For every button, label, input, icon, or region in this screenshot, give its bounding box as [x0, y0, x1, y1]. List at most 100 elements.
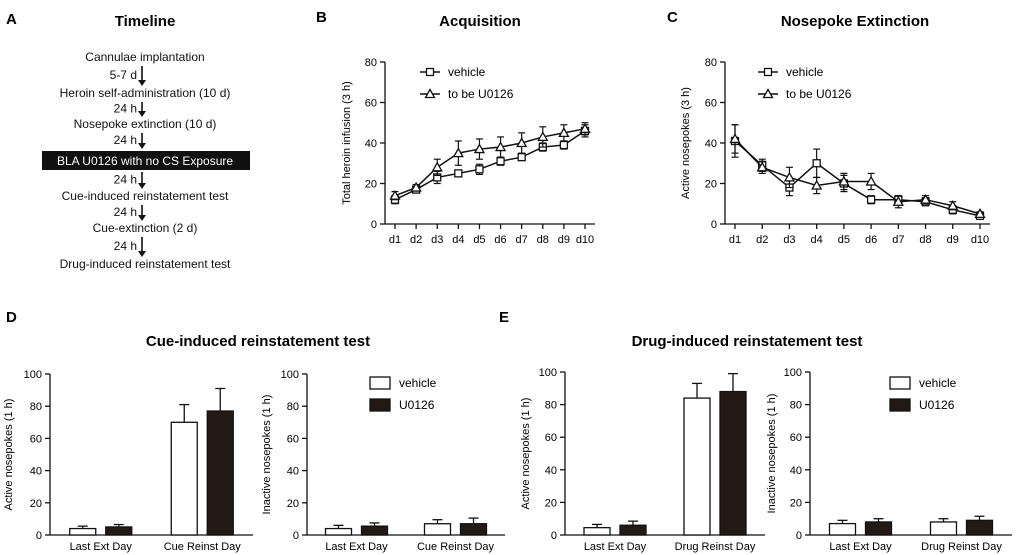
bar-u0126 — [459, 523, 488, 536]
y-tick-label: 20 — [705, 179, 717, 191]
timeline-step: Cue-extinction (2 d) — [93, 221, 198, 235]
x-tick-label: d7 — [516, 234, 528, 246]
y-tick-label: 0 — [711, 219, 717, 231]
data-point — [517, 153, 526, 162]
timeline-highlight-box — [42, 151, 250, 170]
timeline-step-highlight: BLA U0126 with no CS Exposure — [57, 154, 233, 168]
data-point — [892, 195, 904, 206]
y-tick-label: 100 — [784, 367, 802, 379]
y-tick-label: 0 — [293, 530, 299, 542]
y-tick-label: 80 — [705, 57, 717, 69]
bar-vehicle — [324, 527, 353, 536]
bar-vehicle — [170, 421, 198, 536]
nosepoke-extinction-chart: Nosepoke Extinction 0 20 40 60 80 d1 d2 d3 d4 d5 d6… — [680, 13, 990, 246]
x-tick-label: d4 — [811, 234, 823, 246]
y-tick-label: 40 — [287, 466, 299, 478]
bar-vehicle — [828, 522, 857, 536]
data-point — [475, 165, 484, 174]
series-to-be-u0126 — [729, 124, 986, 219]
drug-active-nosepokes-chart: 0 20 40 60 80 100 Active nosepokes (1 h) Last E… — [520, 367, 765, 553]
drug-section-title: Drug-induced reinstatement test — [632, 333, 863, 350]
timeline-arrow-head — [138, 80, 146, 86]
y-tick-label: 0 — [371, 219, 377, 231]
x-tick-label: d8 — [537, 234, 549, 246]
chart-title: Acquisition — [439, 13, 521, 30]
data-point — [454, 169, 463, 178]
data-point — [838, 175, 850, 186]
y-tick-label: 0 — [551, 530, 557, 542]
legend-label: vehicle — [919, 376, 957, 390]
legend-label: U0126 — [399, 398, 435, 412]
legend-label: vehicle — [448, 65, 486, 79]
x-tick-label: Last Ext Day — [325, 541, 388, 553]
y-tick-label: 40 — [705, 138, 717, 150]
x-tick-label: d5 — [473, 234, 485, 246]
cue-active-nosepokes-chart: 0 20 40 60 80 100 Active nosepokes (1 h) Last E… — [3, 369, 253, 553]
cue-section-title: Cue-induced reinstatement test — [146, 333, 370, 350]
timeline-arrow-head — [138, 111, 146, 117]
drug-inactive-nosepokes-chart: 0 20 40 60 80 100 Inactive nosepokes (1 h) Last… — [766, 367, 1012, 553]
legend-label: vehicle — [399, 376, 437, 390]
legend-label: vehicle — [786, 65, 824, 79]
y-tick-label: 40 — [365, 138, 377, 150]
x-tick-label: Cue Reinst Day — [164, 541, 242, 553]
timeline-arrow-head — [138, 183, 146, 189]
x-tick-label: d3 — [783, 234, 795, 246]
y-tick-label: 40 — [790, 465, 802, 477]
panel-label-e: E — [499, 309, 509, 326]
timeline-step: Nosepoke extinction (10 d) — [74, 117, 217, 131]
y-tick-label: 80 — [790, 400, 802, 412]
panel-label-a: A — [6, 11, 17, 28]
legend-marker — [425, 67, 435, 77]
y-tick-label: 20 — [30, 498, 42, 510]
x-tick-label: d9 — [947, 234, 959, 246]
x-tick-label: d7 — [892, 234, 904, 246]
data-point — [729, 133, 741, 144]
bar-vehicle — [69, 527, 97, 536]
x-tick-label: Last Ext Day — [829, 541, 892, 553]
y-axis-label: Inactive nosepokes (1 h) — [261, 395, 273, 515]
y-axis-label: Total heroin infusion (3 h) — [341, 81, 353, 205]
y-tick-label: 60 — [545, 432, 557, 444]
legend-swatch — [889, 376, 911, 390]
cue-inactive-nosepokes-chart: 0 20 40 60 80 100 Inactive nosepokes (1 h) Last… — [261, 369, 505, 553]
series-to-be-u0126 — [389, 122, 591, 201]
y-tick-label: 40 — [30, 466, 42, 478]
y-tick-label: 60 — [30, 433, 42, 445]
bar-u0126 — [965, 519, 994, 536]
series-line — [394, 130, 586, 201]
timeline-interval-label: 24 h — [114, 102, 137, 116]
legend-marker — [762, 88, 774, 99]
y-tick-label: 100 — [24, 369, 42, 381]
y-axis-label: Inactive nosepokes (1 h) — [766, 394, 778, 514]
series-line — [734, 140, 981, 217]
y-tick-label: 100 — [281, 369, 299, 381]
panel-label-b: B — [316, 9, 327, 26]
acquisition-chart: Acquisition 0 20 40 60 80 d1 d2 d3 d4 d5 d6 d7 d8 d9 d1… — [341, 13, 595, 246]
timeline-title: Timeline — [115, 13, 176, 30]
x-tick-label: d1 — [729, 234, 741, 246]
panel-label-d: D — [6, 309, 17, 326]
x-tick-label: Cue Reinst Day — [417, 541, 495, 553]
x-tick-label: Drug Reinst Day — [921, 541, 1002, 553]
timeline-interval-label: 5-7 d — [110, 68, 137, 82]
y-tick-label: 20 — [287, 498, 299, 510]
timeline-interval-label: 24 h — [114, 205, 137, 219]
bar-vehicle — [683, 397, 711, 536]
timeline-step: Cannulae implantation — [85, 50, 204, 64]
data-point — [919, 193, 932, 204]
data-point — [494, 141, 507, 152]
y-axis-label: Active nosepokes (3 h) — [680, 87, 692, 199]
x-tick-label: d4 — [452, 234, 464, 246]
chart-title: Nosepoke Extinction — [781, 13, 929, 30]
y-axis-label: Active nosepokes (1 h) — [520, 398, 532, 510]
legend-label: U0126 — [919, 398, 955, 412]
y-axis-label: Active nosepokes (1 h) — [3, 399, 15, 511]
y-tick-label: 60 — [705, 98, 717, 110]
data-point — [756, 161, 768, 172]
timeline-panel: Timeline Cannulae implantation Heroin sel… — [42, 13, 250, 271]
data-point — [811, 179, 823, 190]
timeline-arrow-head — [138, 251, 146, 257]
data-point — [974, 208, 986, 219]
